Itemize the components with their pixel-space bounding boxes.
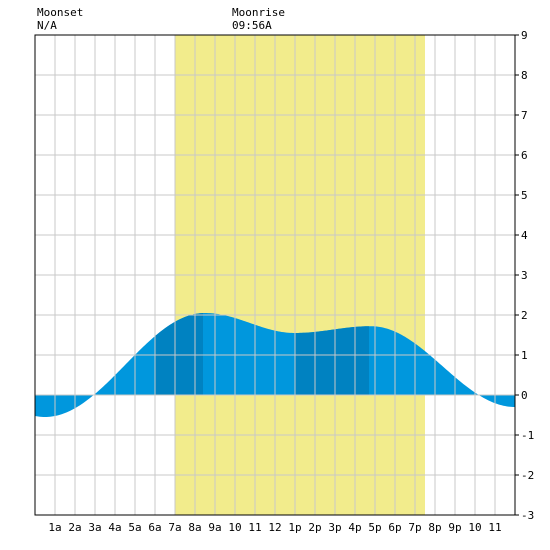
y-tick-label: 8 — [521, 69, 528, 82]
x-tick-label: 8a — [188, 521, 201, 534]
tide-shade-band-2 — [295, 326, 369, 395]
x-tick-labels: 1a 2a 3a 4a 5a 6a 7a 8a 9a 10 11 12 1p 2p 3p 4p 5p 6p 7p 8p… — [48, 521, 501, 534]
x-tick-label: 3a — [88, 521, 101, 534]
y-tick-label: -1 — [521, 429, 534, 442]
y-tick-labels: -3 -2 -1 0 1 2 3 4 5 6 7 8 9 — [515, 29, 534, 522]
tide-shade-band-1 — [155, 313, 203, 395]
y-tick-label: 0 — [521, 389, 528, 402]
grid-layer — [34, 34, 516, 516]
y-tick-label: 3 — [521, 269, 528, 282]
x-tick-label: 10 — [468, 521, 481, 534]
x-tick-label: 6a — [148, 521, 161, 534]
x-tick-label: 2a — [68, 521, 81, 534]
moonset-value: N/A — [37, 19, 57, 32]
y-tick-label: -2 — [521, 469, 534, 482]
x-tick-label: 10 — [228, 521, 241, 534]
x-tick-label: 4p — [348, 521, 361, 534]
y-tick-label: 9 — [521, 29, 528, 42]
y-tick-label: 1 — [521, 349, 528, 362]
y-tick-label: 5 — [521, 189, 528, 202]
x-tick-label: 5a — [128, 521, 141, 534]
x-tick-label: 4a — [108, 521, 121, 534]
moonrise-value: 09:56A — [232, 19, 272, 32]
y-tick-label: 4 — [521, 229, 528, 242]
y-tick-label: 7 — [521, 109, 528, 122]
x-tick-label: 9a — [208, 521, 221, 534]
y-tick-label: -3 — [521, 509, 534, 522]
x-tick-label: 8p — [428, 521, 441, 534]
y-tick-label: 6 — [521, 149, 528, 162]
x-tick-label: 11 — [248, 521, 261, 534]
x-tick-label: 12 — [268, 521, 281, 534]
x-tick-label: 9p — [448, 521, 461, 534]
x-tick-label: 1a — [48, 521, 61, 534]
x-tick-label: 11 — [488, 521, 501, 534]
x-tick-label: 1p — [288, 521, 301, 534]
x-tick-label: 7a — [168, 521, 181, 534]
moonset-label: Moonset — [37, 6, 84, 19]
y-tick-label: 2 — [521, 309, 528, 322]
x-tick-label: 7p — [408, 521, 421, 534]
moonrise-label: Moonrise — [232, 6, 285, 19]
x-tick-label: 5p — [368, 521, 381, 534]
x-tick-label: 3p — [328, 521, 341, 534]
x-tick-label: 2p — [308, 521, 321, 534]
x-tick-label: 6p — [388, 521, 401, 534]
